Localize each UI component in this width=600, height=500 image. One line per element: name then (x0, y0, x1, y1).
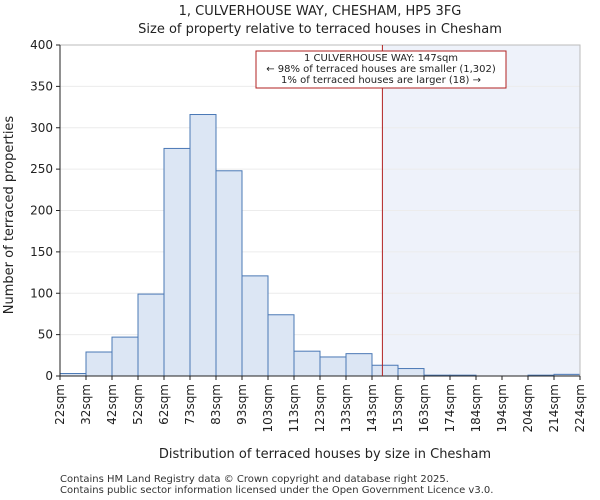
x-tick-label-16: 184sqm (469, 384, 483, 432)
annotation-line-2: ← 98% of terraced houses are smaller (1,… (266, 64, 496, 75)
y-tick-label-5: 250 (30, 162, 53, 176)
bar-62sqm (163, 147, 191, 377)
y-tick-label-6: 300 (30, 121, 53, 135)
bar-42sqm (111, 336, 139, 377)
bar-143sqm (371, 364, 399, 377)
chart-title-line-1: 1, CULVERHOUSE WAY, CHESHAM, HP5 3FG (179, 4, 462, 19)
chart-title-line-2: Size of property relative to terraced ho… (138, 22, 502, 37)
bar-123sqm (319, 356, 347, 377)
x-tick-label-10: 123sqm (313, 384, 327, 432)
bar-32sqm (85, 351, 113, 377)
y-tick-label-1: 50 (38, 328, 53, 342)
bar-52sqm (137, 293, 165, 377)
y-tick-label-2: 100 (30, 286, 53, 300)
y-tick-label-3: 150 (30, 245, 53, 259)
footer-line-2: Contains public sector information licen… (60, 485, 494, 496)
x-tick-label-8: 103sqm (261, 384, 275, 432)
y-tick-label-0: 0 (45, 369, 53, 383)
annotation-box (255, 50, 507, 89)
annotation-line-3: 1% of terraced houses are larger (18) → (281, 75, 481, 86)
x-tick-label-9: 113sqm (287, 384, 301, 432)
bar-153sqm (397, 368, 425, 377)
x-tick-label-0: 22sqm (53, 384, 67, 425)
bar-113sqm (293, 350, 321, 377)
bar-103sqm (267, 314, 295, 377)
x-tick-label-7: 93sqm (235, 384, 249, 425)
x-tick-label-12: 143sqm (365, 384, 379, 432)
y-tick-label-7: 350 (30, 79, 53, 93)
x-tick-label-11: 133sqm (339, 384, 353, 432)
x-tick-label-14: 163sqm (417, 384, 431, 432)
x-axis-label: Distribution of terraced houses by size … (159, 447, 491, 462)
x-tick-label-6: 83sqm (209, 384, 223, 425)
x-tick-label-20: 224sqm (573, 384, 587, 432)
x-tick-label-4: 62sqm (157, 384, 171, 425)
y-axis-label: Number of terraced properties (2, 116, 17, 315)
bar-73sqm (189, 114, 217, 377)
x-tick-label-17: 194sqm (495, 384, 509, 432)
footer-line-1: Contains HM Land Registry data © Crown c… (60, 474, 449, 485)
x-tick-label-3: 52sqm (131, 384, 145, 425)
annotation-line-1: 1 CULVERHOUSE WAY: 147sqm (304, 53, 458, 64)
bar-83sqm (215, 170, 243, 377)
x-tick-label-19: 214sqm (547, 384, 561, 432)
x-tick-label-1: 32sqm (79, 384, 93, 425)
x-tick-label-13: 153sqm (391, 384, 405, 432)
y-tick-label-8: 400 (30, 38, 53, 52)
x-tick-label-15: 174sqm (443, 384, 457, 432)
bar-133sqm (345, 353, 373, 377)
y-tick-label-4: 200 (30, 204, 53, 218)
x-tick-label-2: 42sqm (105, 384, 119, 425)
x-tick-label-18: 204sqm (521, 384, 535, 432)
x-tick-label-5: 73sqm (183, 384, 197, 425)
plot-area: 0 50 100 150 200 250 300 350 400 22sqm 32sqm 42sqm 5… (30, 38, 587, 432)
bar-93sqm (241, 275, 269, 377)
